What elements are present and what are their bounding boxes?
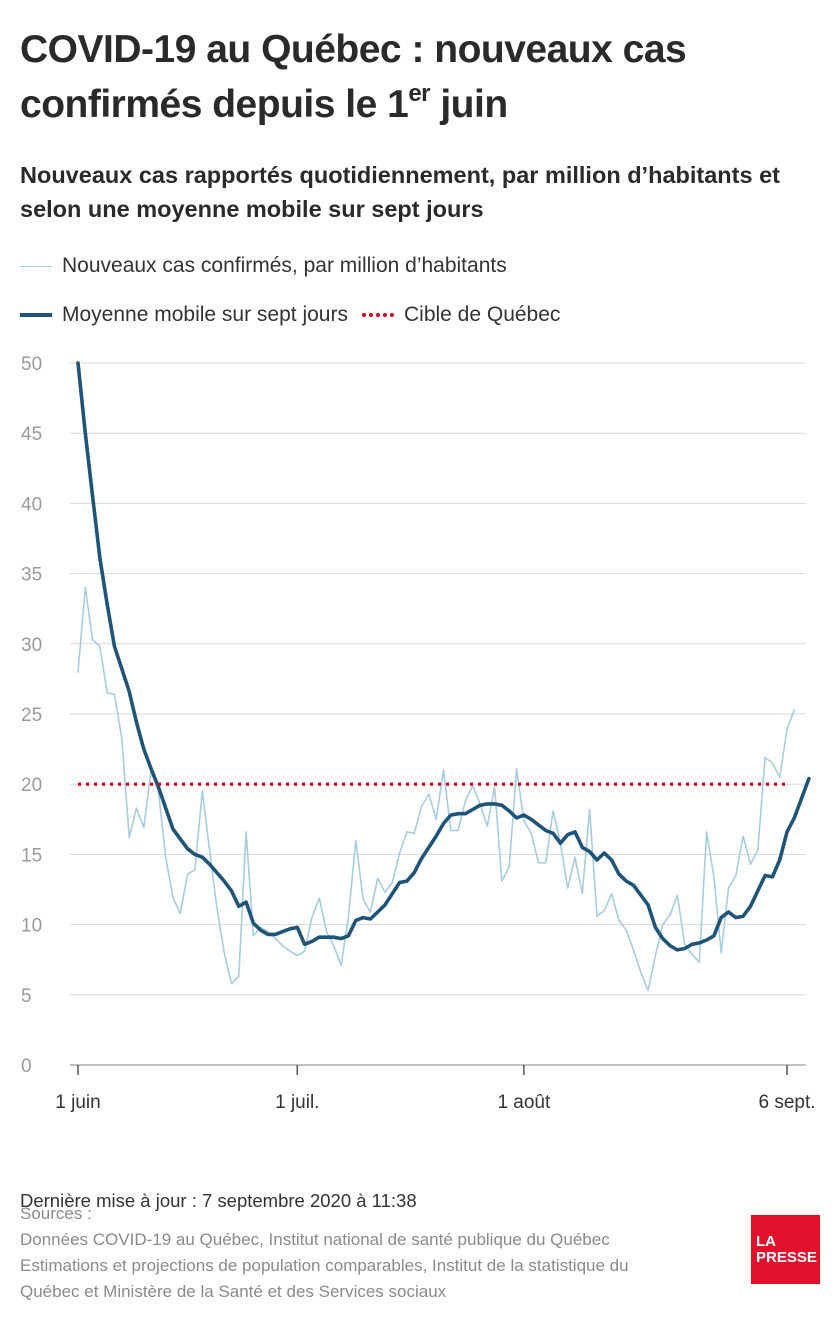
y-tick-label-15: 15 [21,845,42,866]
y-tick-label-45: 45 [21,424,42,445]
y-tick-label-50: 50 [21,354,42,375]
source-line-2: Estimations et projections de population… [20,1256,629,1275]
legend-item-daily: Nouveaux cas confirmés, par million d’ha… [20,254,507,278]
y-tick-label-30: 30 [21,635,42,656]
line-chart: 0 5 10 15 20 25 30 35 40 45 50 1 juin 1 juil. 1 août 6… [21,354,816,1113]
legend-swatch-daily [20,265,52,267]
legend-row-daily: Nouveaux cas confirmés, par million d’ha… [20,251,521,281]
x-tick-label-1: 1 juil. [275,1092,319,1113]
sources-block: Sources : Données COVID-19 au Québec, In… [20,1201,720,1305]
title-main: COVID-19 au Québec : nouveaux cas confir… [20,28,687,126]
x-tick-label-0: 1 juin [55,1092,100,1113]
logo-line-2: PRESSE [756,1248,817,1266]
legend-swatch-target [361,313,394,317]
x-tick-label-2: 1 août [497,1092,551,1113]
title-superscript: er [408,80,430,107]
y-tick-label-20: 20 [21,775,42,796]
la-presse-logo: LA PRESSE [751,1215,820,1284]
chart-title: COVID-19 au Québec : nouveaux cas confir… [20,22,820,132]
chart-subtitle: Nouveaux cas rapportés quotidiennement, … [20,162,780,222]
x-tick-label-3: 6 sept. [758,1092,815,1113]
last-update: Dernière mise à jour : 7 septembre 2020 … [20,1190,417,1211]
legend-item-avg: Moyenne mobile sur sept jours [20,303,348,327]
legend-label-target: Cible de Québec [403,303,561,326]
legend-row-avg-target: Moyenne mobile sur sept jours Cible de Q… [20,300,574,330]
title-end: juin [430,83,508,126]
y-tick-label-25: 25 [21,705,42,726]
legend-swatch-avg [20,313,52,317]
moving-average-line [76,361,811,952]
daily-cases-line [77,586,796,992]
y-tick-label-5: 5 [21,986,32,1007]
y-tick-label-35: 35 [21,565,42,586]
legend-label-avg: Moyenne mobile sur sept jours [62,303,348,326]
logo-line-1: LA [756,1232,776,1250]
y-tick-label-10: 10 [21,916,42,937]
legend-item-target: Cible de Québec [361,303,561,327]
source-line-1: Données COVID-19 au Québec, Institut nat… [20,1230,610,1249]
legend-label-daily: Nouveaux cas confirmés, par million d’ha… [62,254,507,277]
y-tick-label-40: 40 [21,494,42,515]
y-tick-label-0: 0 [21,1056,32,1077]
sources-label: Sources : [20,1204,92,1223]
source-line-3: Québec et Ministère de la Santé et des S… [20,1282,447,1301]
